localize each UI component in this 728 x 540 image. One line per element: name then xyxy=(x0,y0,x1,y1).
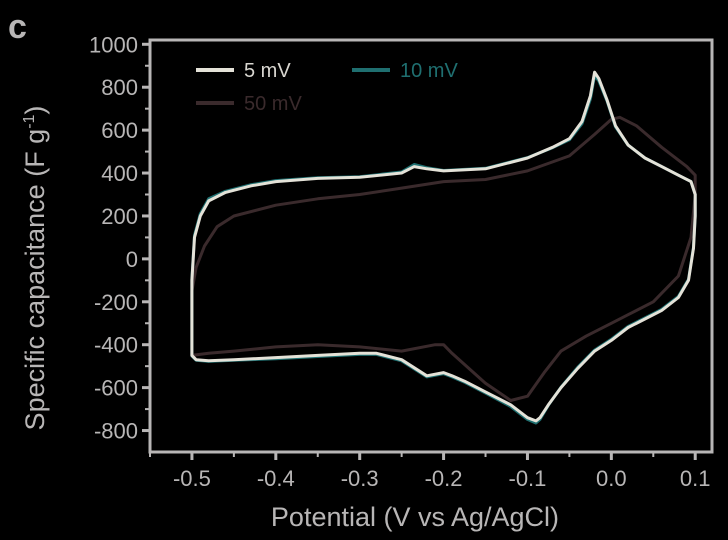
x-tick-label: -0.3 xyxy=(341,466,379,491)
y-axis-title-main: Specific capacitance (F g xyxy=(20,129,50,431)
legend: 5 mV 10 mV 50 mV xyxy=(196,60,458,115)
y-axis-title-end: ) xyxy=(20,106,50,115)
y-tick-label: 800 xyxy=(101,75,138,100)
series-line-1 xyxy=(190,73,697,425)
x-tick-label: -0.5 xyxy=(173,466,211,491)
y-axis-title: Specific capacitance (F g-1) xyxy=(20,106,50,431)
y-tick-label: 1000 xyxy=(89,32,138,57)
x-tick-label: -0.2 xyxy=(425,466,463,491)
y-tick-label: -200 xyxy=(94,290,138,315)
x-axis-title: Potential (V vs Ag/AgCl) xyxy=(271,502,559,532)
series-layer xyxy=(190,70,697,425)
y-tick-label: -400 xyxy=(94,333,138,358)
y-tick-label: 0 xyxy=(126,247,138,272)
y-ticks: -800 -600 -400 -200 0 200 400 600 800 1000 xyxy=(89,32,150,444)
legend-label: 50 mV xyxy=(244,93,302,115)
legend-label: 5 mV xyxy=(244,60,291,82)
legend-label: 10 mV xyxy=(400,60,458,82)
y-tick-label: 400 xyxy=(101,161,138,186)
series-line-0 xyxy=(190,70,697,423)
x-tick-label: 0.0 xyxy=(596,466,627,491)
y-tick-label: 600 xyxy=(101,118,138,143)
plot-frame xyxy=(148,38,714,454)
panel-label: c xyxy=(8,8,27,46)
x-ticks: -0.5 -0.4 -0.3 -0.2 -0.1 0.0 0.1 xyxy=(149,452,711,491)
x-tick-label: 0.1 xyxy=(680,466,711,491)
series-line-2 xyxy=(190,115,697,402)
y-axis-title-sup: -1 xyxy=(21,114,38,128)
y-tick-label: -600 xyxy=(94,376,138,401)
y-tick-label: 200 xyxy=(101,204,138,229)
x-tick-label: -0.4 xyxy=(257,466,295,491)
y-tick-label: -800 xyxy=(94,419,138,444)
x-tick-label: -0.1 xyxy=(509,466,547,491)
